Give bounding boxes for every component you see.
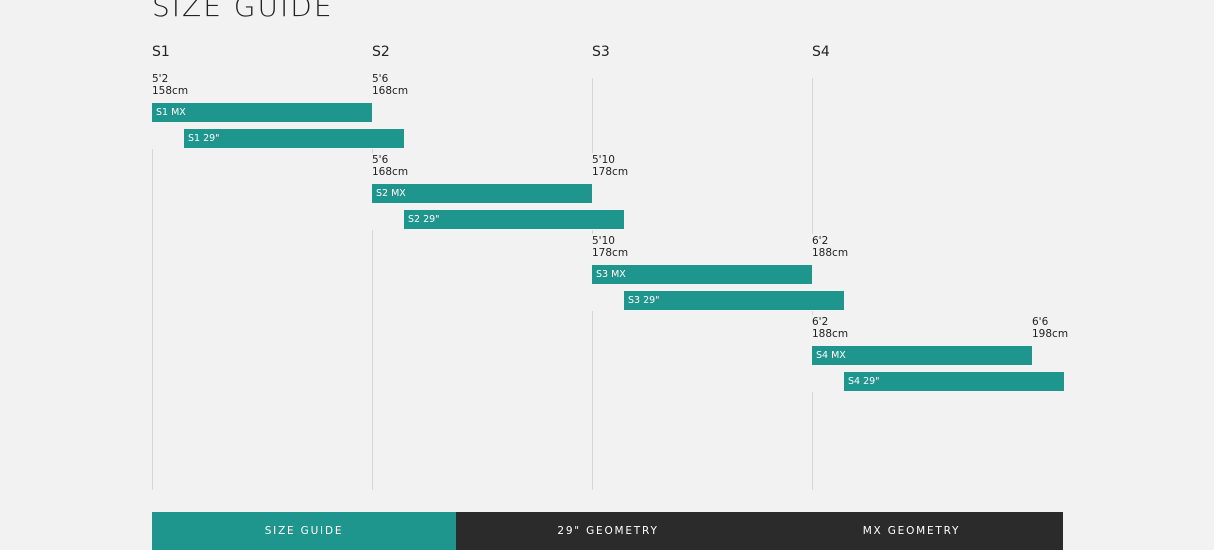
column-divider (372, 78, 373, 490)
height-imperial: 6'6 (1032, 316, 1049, 328)
height-imperial: 5'6 (372, 154, 389, 166)
size-bar: S3 MX (592, 265, 812, 284)
height-metric: 188cm (812, 328, 849, 340)
height-imperial: 5'10 (592, 154, 615, 166)
page-title: SIZE GUIDE (152, 0, 334, 23)
height-metric: 188cm (812, 247, 849, 259)
size-bar: S4 MX (812, 346, 1032, 365)
height-metric: 178cm (592, 166, 629, 178)
height-metric: 178cm (592, 247, 629, 259)
size-bar: S1 29" (184, 129, 404, 148)
height-imperial: 5'6 (372, 73, 389, 85)
size-column-header: S1 (152, 44, 170, 60)
height-metric: 198cm (1032, 328, 1069, 340)
height-imperial: 6'2 (812, 235, 829, 247)
height-imperial: 5'2 (152, 73, 169, 85)
tab-button[interactable]: SIZE GUIDE (152, 512, 456, 550)
column-divider (152, 78, 153, 490)
size-bar: S1 MX (152, 103, 372, 122)
height-imperial: 5'10 (592, 235, 615, 247)
height-imperial: 6'2 (812, 316, 829, 328)
size-column-header: S4 (812, 44, 830, 60)
size-column-header: S3 (592, 44, 610, 60)
height-metric: 158cm (152, 85, 189, 97)
tab-button[interactable]: 29" GEOMETRY (456, 512, 760, 550)
size-column-header: S2 (372, 44, 390, 60)
height-metric: 168cm (372, 85, 409, 97)
size-bar: S3 29" (624, 291, 844, 310)
height-metric: 168cm (372, 166, 409, 178)
tab-button[interactable]: MX GEOMETRY (760, 512, 1063, 550)
size-bar: S2 29" (404, 210, 624, 229)
size-bar: S4 29" (844, 372, 1064, 391)
size-bar: S2 MX (372, 184, 592, 203)
